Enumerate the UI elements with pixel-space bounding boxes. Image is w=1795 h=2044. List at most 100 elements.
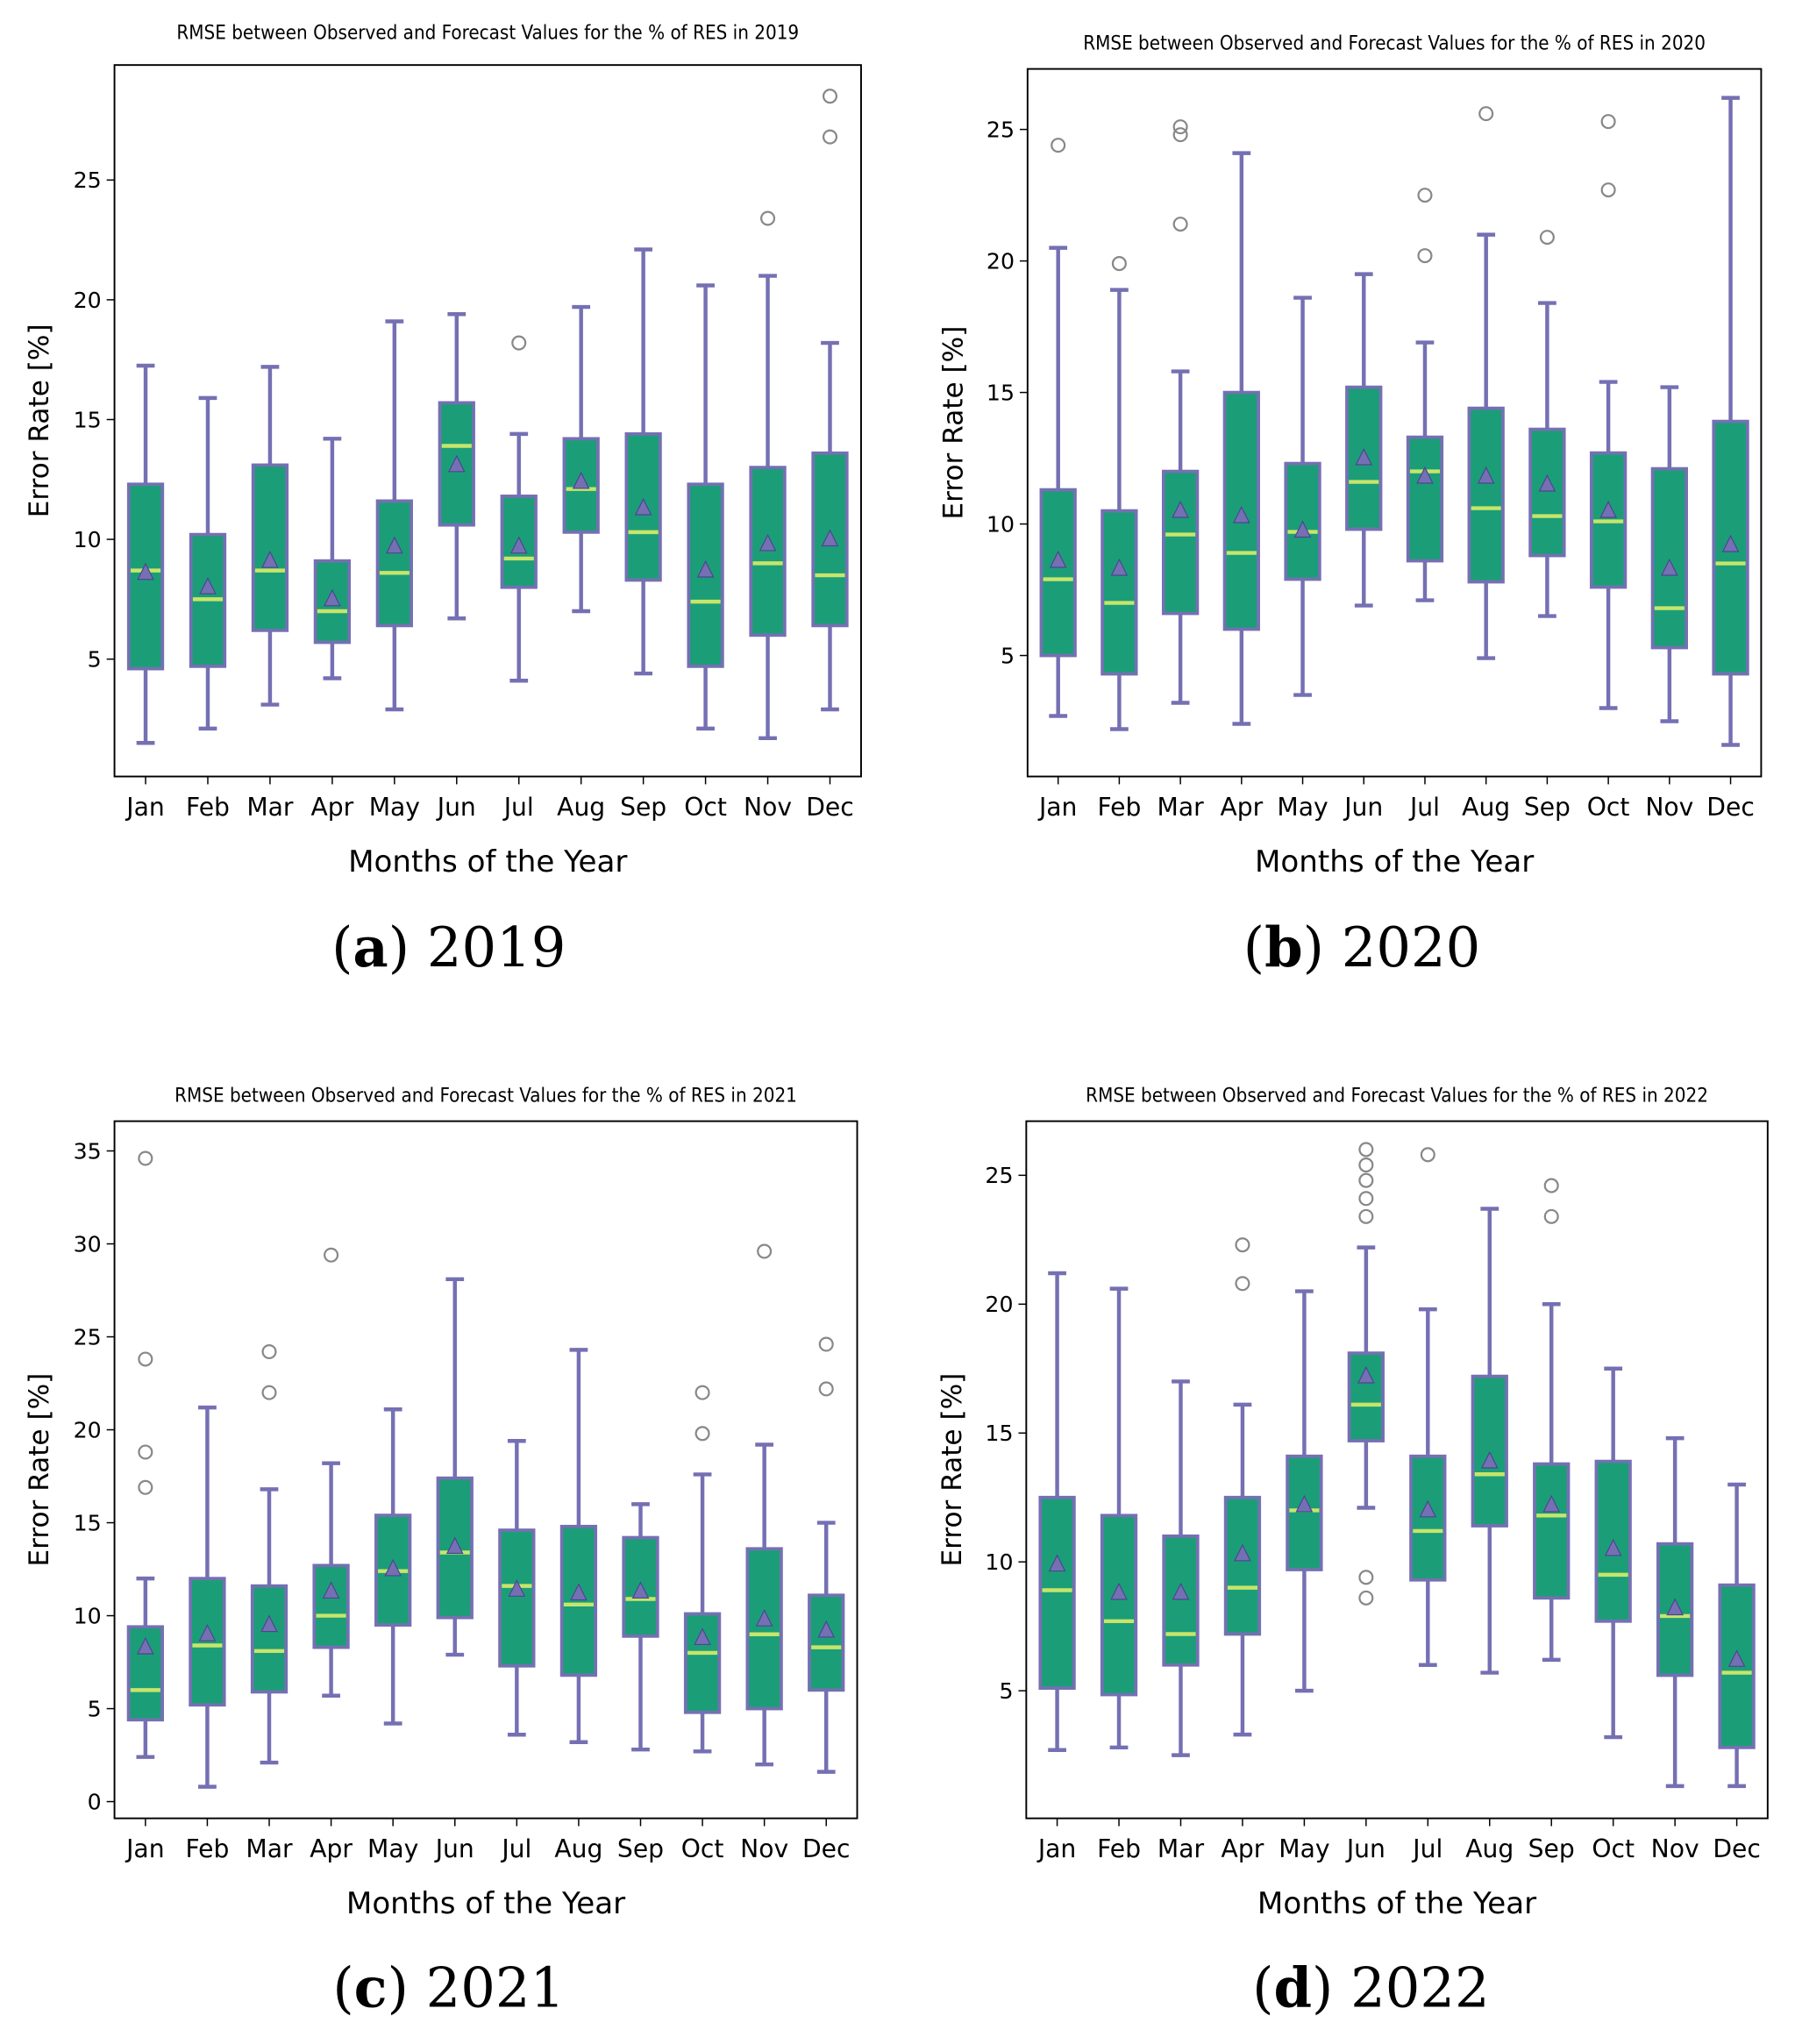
outlier-point: [1172, 217, 1188, 232]
chart-title: RMSE between Observed and Forecast Value…: [1086, 1084, 1708, 1107]
panel-a: RMSE between Observed and Forecast Value…: [24, 21, 862, 979]
y-tick-label: 20: [985, 1292, 1013, 1317]
y-tick-label: 15: [74, 1510, 102, 1535]
box-iqr: [250, 1584, 288, 1694]
x-tick-label: Jun: [436, 793, 476, 822]
box-jun: [436, 1277, 474, 1657]
caption-year: ) 2020: [1303, 915, 1481, 979]
mean-marker: [634, 497, 652, 516]
outlier-point: [694, 1385, 710, 1400]
box-iqr: [745, 1547, 783, 1711]
box-oct: [1589, 114, 1628, 710]
box-feb: [1101, 256, 1138, 731]
mean-marker: [1599, 500, 1617, 518]
x-tick-label: Feb: [186, 793, 230, 822]
x-tick-label: Sep: [617, 1834, 664, 1863]
box-sep: [1528, 230, 1566, 618]
x-tick-label: Oct: [1587, 793, 1630, 822]
y-tick-label: 25: [74, 1324, 102, 1350]
mean-marker: [1477, 466, 1495, 484]
mean-marker: [137, 562, 154, 580]
outlier-point: [138, 1351, 153, 1367]
box-nov: [745, 1243, 783, 1767]
box-mar: [1161, 119, 1200, 705]
box-may: [1284, 296, 1321, 697]
mean-marker: [1172, 1582, 1190, 1600]
box-jul: [500, 335, 538, 683]
x-tick-label: Dec: [806, 793, 854, 822]
box-jan: [126, 1150, 164, 1759]
panel-caption: (b) 2020: [1243, 915, 1480, 979]
x-tick-label: Jan: [125, 1834, 164, 1863]
y-axis-label: Error Rate [%]: [938, 326, 970, 520]
panel-c: RMSE between Observed and Forecast Value…: [24, 1084, 858, 2020]
box-iqr: [1101, 509, 1138, 676]
box-iqr: [1345, 385, 1383, 531]
box-aug: [1471, 1207, 1508, 1675]
x-tick-label: Aug: [557, 793, 605, 822]
mean-marker: [1660, 558, 1678, 576]
y-tick-label: 15: [74, 407, 102, 432]
mean-marker: [817, 1620, 836, 1638]
box-iqr: [1162, 1534, 1200, 1667]
x-tick-label: Nov: [1645, 793, 1693, 822]
outlier-point: [1600, 182, 1616, 198]
mean-marker: [1172, 500, 1189, 518]
caption-year: ) 2021: [388, 1956, 566, 2020]
caption-paren: (: [1252, 1956, 1273, 2020]
x-tick-label: Sep: [1528, 1834, 1575, 1863]
mean-marker: [1542, 1494, 1561, 1513]
x-tick-label: Dec: [1713, 1834, 1761, 1863]
mean-marker: [1727, 1649, 1746, 1667]
x-tick-label: Jul: [502, 793, 534, 822]
mean-marker: [384, 1558, 402, 1577]
outlier-point: [1420, 1147, 1435, 1163]
box-mar: [250, 1343, 288, 1765]
x-tick-label: Jul: [1411, 1834, 1442, 1863]
box-iqr: [1161, 469, 1200, 616]
box-apr: [312, 1247, 350, 1698]
box-iqr: [1533, 1462, 1571, 1600]
box-sep: [622, 1502, 659, 1752]
mean-marker: [1232, 505, 1250, 523]
y-tick-label: 10: [987, 511, 1015, 537]
box-jun: [438, 312, 475, 621]
x-tick-label: Feb: [1097, 793, 1141, 822]
box-dec: [1712, 96, 1749, 747]
outlier-point: [1051, 138, 1066, 153]
plot-frame: [1025, 1120, 1769, 1820]
x-tick-label: Jul: [500, 1834, 531, 1863]
box-dec: [1718, 1482, 1756, 1789]
box-may: [375, 319, 413, 712]
mean-marker: [1295, 1494, 1314, 1513]
box-feb: [189, 1405, 226, 1789]
panel-caption: (d) 2022: [1252, 1956, 1489, 2020]
caption-paren: (: [1243, 915, 1264, 979]
y-tick-label: 5: [1001, 643, 1015, 668]
box-oct: [1594, 1366, 1632, 1740]
outlier-point: [818, 1381, 834, 1397]
outlier-point: [1539, 230, 1555, 246]
mean-marker: [1357, 1365, 1375, 1384]
outlier-point: [138, 1444, 153, 1460]
mean-marker: [199, 577, 217, 595]
mean-marker: [1666, 1598, 1685, 1616]
y-tick-label: 5: [88, 647, 102, 673]
x-tick-label: Aug: [1462, 793, 1510, 822]
box-oct: [687, 283, 724, 731]
y-tick-label: 15: [987, 380, 1015, 405]
panel-b: RMSE between Observed and Forecast Value…: [938, 32, 1763, 979]
box-feb: [189, 395, 227, 731]
x-tick-label: Feb: [1097, 1834, 1141, 1863]
box-jun: [1345, 272, 1383, 608]
mean-marker: [1355, 447, 1373, 466]
plot-frame: [113, 64, 862, 778]
box-nov: [1656, 1435, 1694, 1789]
mean-marker: [261, 550, 279, 568]
box-iqr: [808, 1593, 845, 1692]
outlier-point: [822, 89, 838, 104]
box-iqr: [1656, 1542, 1694, 1677]
x-axis-label: Months of the Year: [1255, 844, 1535, 880]
mean-marker: [696, 559, 715, 578]
